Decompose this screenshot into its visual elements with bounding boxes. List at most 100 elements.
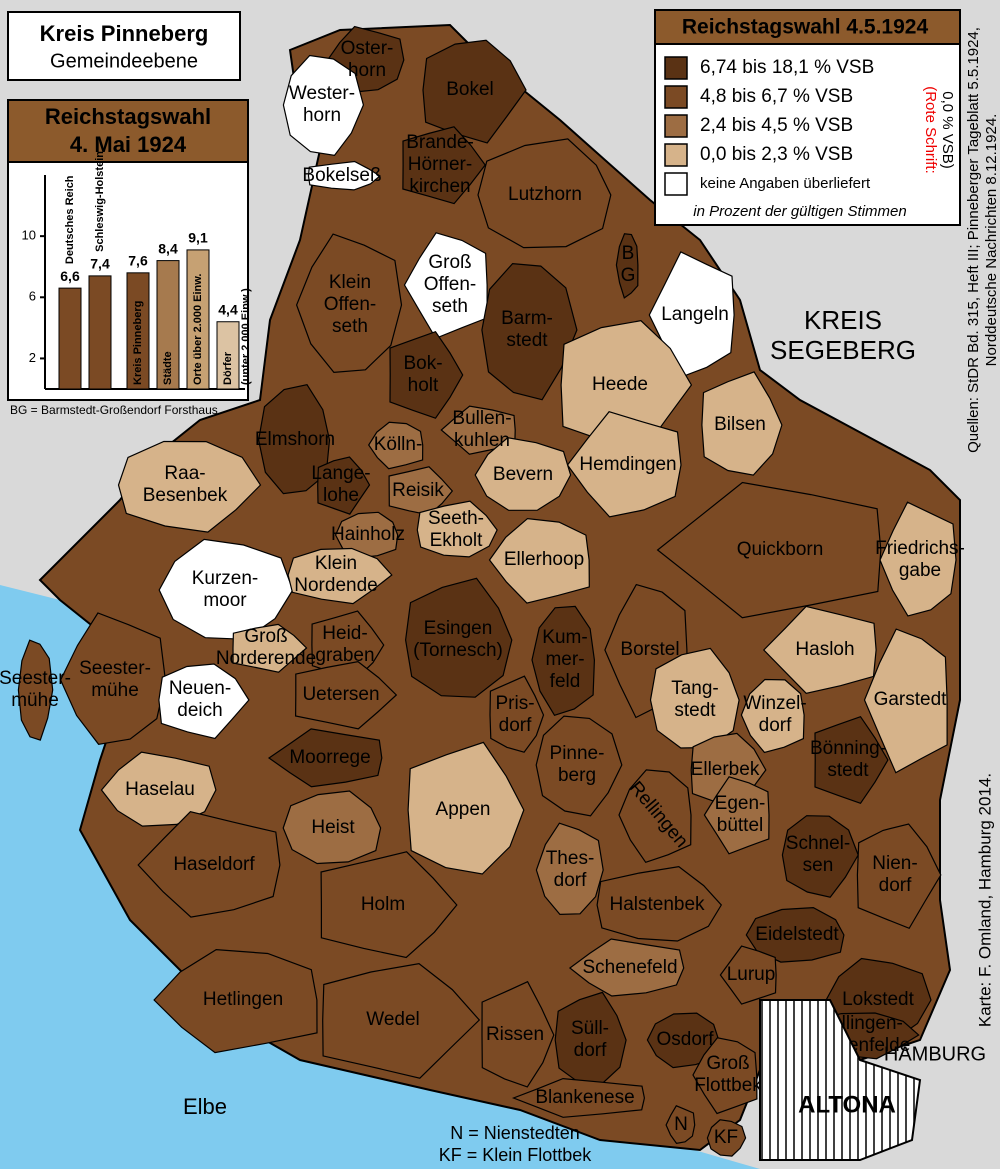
municipality-label: Klein xyxy=(315,553,357,574)
municipality xyxy=(762,605,877,694)
municipality-label: Tang- xyxy=(671,678,719,699)
legend-label: 0,0 bis 2,3 % VSB xyxy=(700,144,853,165)
municipality-label: Borstel xyxy=(620,639,679,660)
municipality-label: Groß xyxy=(244,626,287,647)
bar xyxy=(126,272,150,390)
municipality xyxy=(267,728,383,788)
municipality-label: Bokelseß xyxy=(302,165,381,186)
municipality-label: mühe xyxy=(11,690,59,711)
municipality-label: Bevern xyxy=(493,464,553,485)
municipality xyxy=(814,715,889,805)
municipality xyxy=(856,823,942,930)
municipality xyxy=(489,675,545,753)
municipality xyxy=(692,1037,758,1115)
municipality-label: Quickborn xyxy=(737,539,824,560)
municipality-label: Halstenbek xyxy=(609,894,705,915)
municipality xyxy=(596,865,723,942)
municipality-label: Haselau xyxy=(125,779,195,800)
municipality xyxy=(389,330,464,419)
municipality xyxy=(481,980,555,1088)
municipality xyxy=(481,262,578,401)
municipality-label: dorf xyxy=(554,870,587,891)
header-subtitle: Gemeindeebene xyxy=(50,50,198,72)
municipality xyxy=(701,371,783,476)
municipality xyxy=(648,251,735,378)
legend-title: Reichstagswahl 4.5.1924 xyxy=(682,16,929,39)
inset-footnote: BG = Barmstedt-Großendorf Forsthaus xyxy=(10,403,218,417)
municipality-label: seth xyxy=(332,316,368,337)
neighbor-label: SEGEBERG xyxy=(770,335,916,365)
municipality xyxy=(367,421,424,470)
legend-box xyxy=(654,9,961,226)
municipality xyxy=(137,811,281,918)
municipality-label: Hetlingen xyxy=(203,989,283,1010)
municipality-label: Ekholt xyxy=(430,530,484,551)
municipality xyxy=(416,500,498,558)
municipality-label: Lange- xyxy=(311,463,370,484)
municipality-label: holt xyxy=(408,375,439,396)
municipality-label: Thes- xyxy=(546,848,595,869)
municipality-label: Winzel- xyxy=(743,693,806,714)
municipality xyxy=(320,851,458,959)
municipality-label: graben xyxy=(315,645,374,666)
municipality xyxy=(282,54,365,156)
municipality-label: Brande- xyxy=(406,132,474,153)
y-tick-label: 6 xyxy=(29,289,36,304)
municipality xyxy=(535,715,623,817)
water-label: Elbe xyxy=(183,1094,227,1119)
municipality-label: Pris- xyxy=(495,693,534,714)
legend-swatch xyxy=(664,114,688,138)
municipality xyxy=(422,39,527,144)
municipality xyxy=(531,605,596,717)
municipality-label: Oster- xyxy=(341,38,394,59)
source: Norddeutsche Nachrichten 8.12.1924. xyxy=(983,114,1000,367)
value-label: 7,4 xyxy=(90,256,110,272)
municipality-label: deich xyxy=(177,700,222,721)
municipality-label: Barm- xyxy=(501,308,553,329)
municipality-label: Kölln- xyxy=(374,434,423,455)
municipality xyxy=(307,160,381,191)
municipality-label: Flottbek xyxy=(694,1075,762,1096)
bar xyxy=(58,287,82,390)
municipality-label: Bokel xyxy=(446,79,494,100)
municipality-label: Groß xyxy=(706,1053,749,1074)
municipality xyxy=(863,628,948,774)
municipality xyxy=(402,126,486,205)
municipality xyxy=(703,776,770,855)
municipality-label: dorf xyxy=(879,875,912,896)
municipality-label: Seeth- xyxy=(428,508,484,529)
municipality-label: Süll- xyxy=(571,1018,609,1039)
municipality-label: B xyxy=(622,243,635,264)
municipality-label: büttel xyxy=(717,815,763,836)
municipality-label: Norderende xyxy=(216,648,316,669)
municipality-label: Ellerhoop xyxy=(504,549,584,570)
municipality-label: Kum- xyxy=(542,627,587,648)
red-note: 0,0 % VSB) xyxy=(939,91,956,169)
municipality-label: Garstedt xyxy=(874,689,948,710)
municipality-label: Nien- xyxy=(872,853,917,874)
credit: Karte: F. Omland, Hamburg 2014. xyxy=(975,773,994,1027)
municipality-label: Moorrege xyxy=(289,747,370,768)
municipality xyxy=(117,440,262,533)
municipality-label: Wester- xyxy=(289,83,355,104)
municipality xyxy=(879,501,957,617)
municipality xyxy=(554,991,627,1085)
municipality-label: Eidelstedt xyxy=(755,924,839,945)
municipality-label: dorf xyxy=(574,1040,607,1061)
municipality-label: Langeln xyxy=(661,304,729,325)
municipality xyxy=(404,577,513,698)
municipality-label: G xyxy=(621,265,636,286)
value-label: 4,4 xyxy=(218,301,238,317)
municipality-label: Reisik xyxy=(392,480,444,501)
municipality-label: Bilsen xyxy=(714,414,766,435)
legend-swatch xyxy=(664,85,688,109)
category-label: Dörfer xyxy=(222,351,234,385)
municipality xyxy=(295,233,403,374)
header-box xyxy=(7,11,241,81)
neighbor-label: KREIS xyxy=(804,305,882,335)
municipality-label: Bönning- xyxy=(810,738,886,759)
bar xyxy=(156,260,180,390)
legend-label: 6,74 bis 18,1 % VSB xyxy=(700,57,874,78)
municipality-label: Bok- xyxy=(403,353,442,374)
category-label: Deutsches Reich xyxy=(64,175,76,264)
